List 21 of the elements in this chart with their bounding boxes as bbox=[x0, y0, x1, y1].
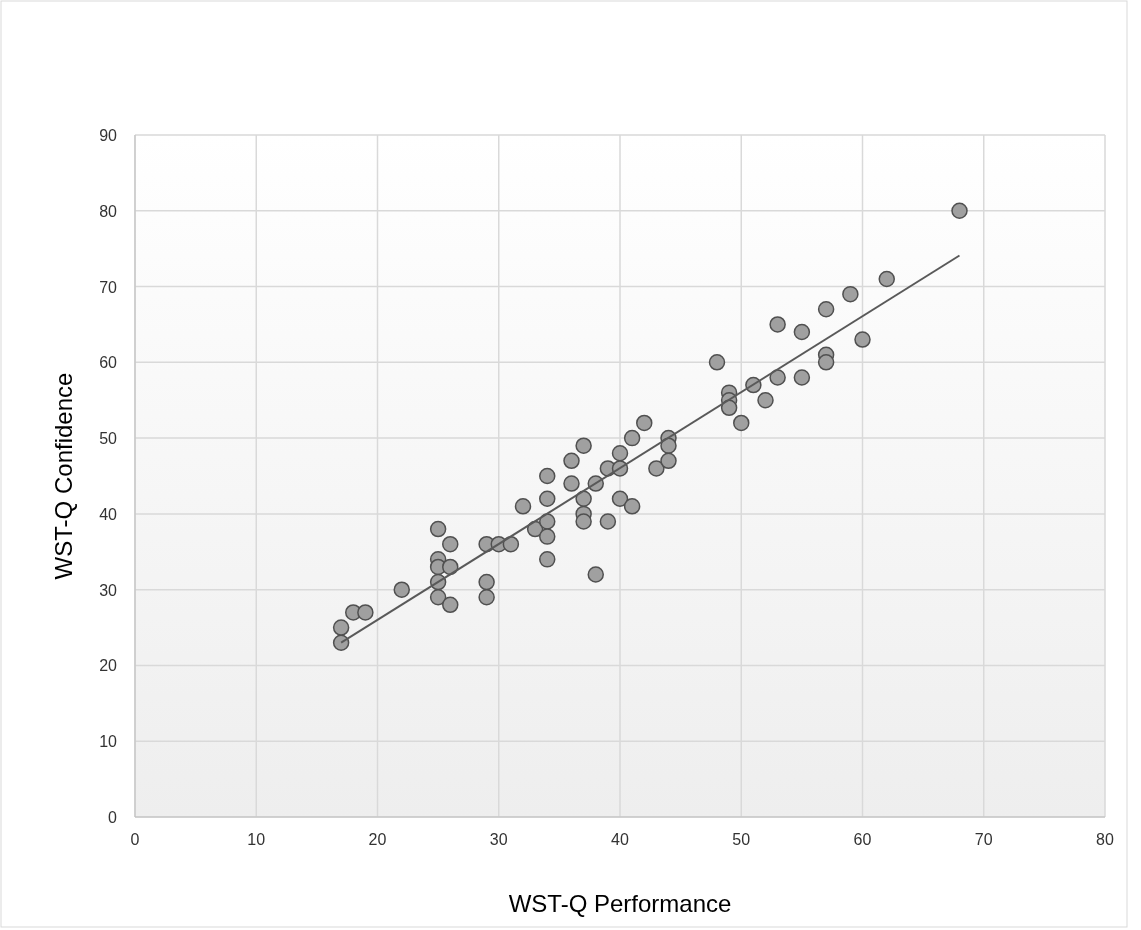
x-tick-label: 40 bbox=[611, 831, 629, 848]
y-tick-label: 40 bbox=[99, 505, 118, 523]
y-tick-label: 90 bbox=[99, 127, 118, 144]
x-tick-label: 30 bbox=[489, 831, 508, 848]
y-axis-title: WST-Q Confidence bbox=[50, 372, 77, 580]
y-tick-label: 80 bbox=[99, 202, 118, 220]
x-tick-label: 60 bbox=[853, 831, 872, 848]
y-tick-label: 20 bbox=[99, 657, 118, 675]
x-tick-label: 50 bbox=[732, 831, 751, 848]
y-tick-label: 30 bbox=[99, 581, 118, 599]
y-tick-label: 70 bbox=[99, 278, 118, 296]
x-tick-label: 10 bbox=[247, 831, 266, 848]
y-tick-label: 50 bbox=[99, 430, 118, 448]
y-tick-label: 60 bbox=[99, 354, 118, 372]
y-tick-label: 0 bbox=[108, 809, 118, 826]
y-tick-label: 10 bbox=[99, 733, 118, 751]
x-tick-label: 70 bbox=[974, 831, 993, 848]
x-tick-label: 80 bbox=[1096, 831, 1114, 848]
x-tick-label: 20 bbox=[368, 831, 387, 848]
x-axis-title: WST-Q Performance bbox=[508, 890, 732, 917]
x-tick-label: 0 bbox=[130, 831, 140, 848]
